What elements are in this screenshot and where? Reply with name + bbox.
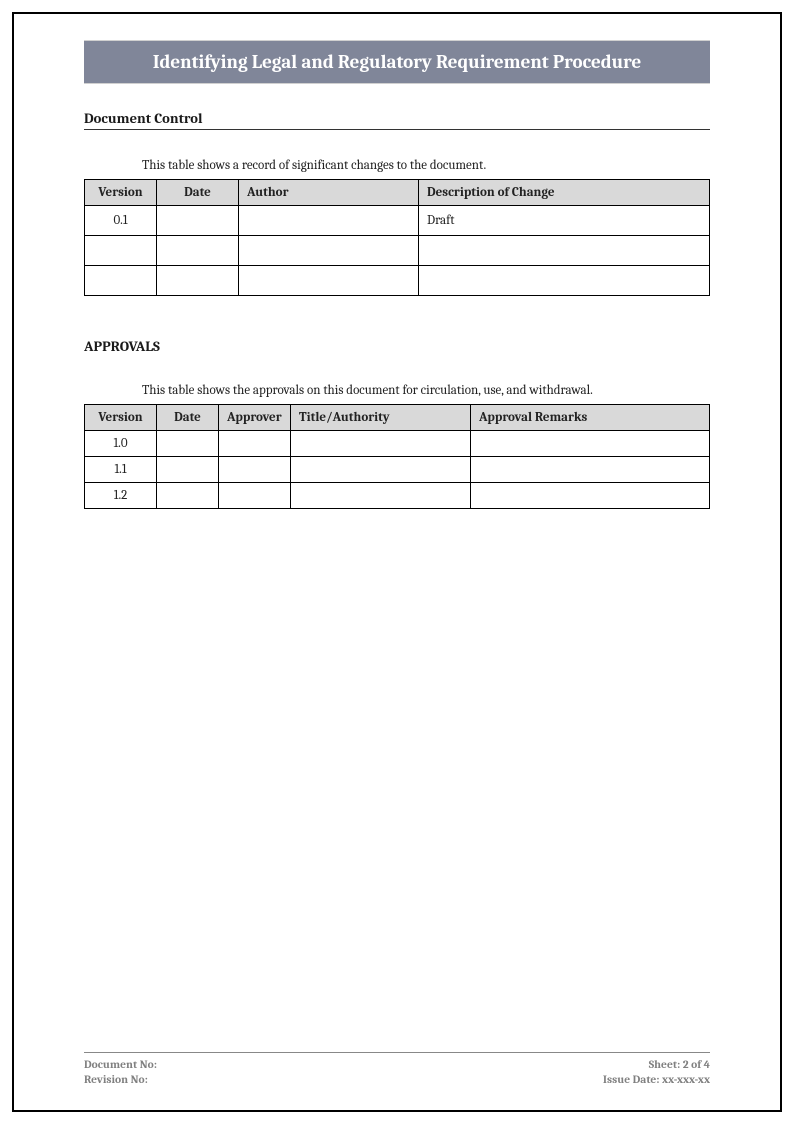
section-heading-approvals: APPROVALS	[84, 338, 710, 355]
col-approver: Approver	[219, 405, 291, 431]
footer-issue-date: Issue Date: xx-xxx-xx	[603, 1072, 710, 1088]
cell-version	[85, 236, 157, 266]
cell-date	[157, 431, 219, 457]
cell-approver	[219, 483, 291, 509]
footer-left: Document No: Revision No:	[84, 1057, 157, 1088]
cell-title	[291, 457, 471, 483]
cell-date	[157, 457, 219, 483]
table-row: 1.0	[85, 431, 710, 457]
col-version: Version	[85, 405, 157, 431]
cell-approver	[219, 431, 291, 457]
col-date: Date	[157, 180, 239, 206]
footer-sheet: Sheet: 2 of 4	[603, 1057, 710, 1073]
cell-date	[157, 206, 239, 236]
page-footer: Document No: Revision No: Sheet: 2 of 4 …	[84, 1052, 710, 1088]
table-header-row: Version Date Author Description of Chang…	[85, 180, 710, 206]
col-version: Version	[85, 180, 157, 206]
table-row	[85, 236, 710, 266]
cell-approver	[219, 457, 291, 483]
cell-title	[291, 431, 471, 457]
doc-no-label: Document No:	[84, 1058, 157, 1071]
approvals-table: Version Date Approver Title/Authority Ap…	[84, 404, 710, 509]
page-content: Identifying Legal and Regulatory Require…	[84, 40, 710, 1064]
cell-author	[239, 206, 419, 236]
cell-version: 0.1	[85, 206, 157, 236]
cell-version: 1.2	[85, 483, 157, 509]
cell-title	[291, 483, 471, 509]
rev-no-label: Revision No:	[84, 1073, 148, 1086]
footer-rev-no: Revision No:	[84, 1072, 157, 1088]
cell-date	[157, 236, 239, 266]
table-row: 0.1 Draft	[85, 206, 710, 236]
col-title-authority: Title/Authority	[291, 405, 471, 431]
cell-description	[419, 236, 710, 266]
col-description: Description of Change	[419, 180, 710, 206]
footer-doc-no: Document No:	[84, 1057, 157, 1073]
cell-remarks	[471, 483, 710, 509]
cell-author	[239, 266, 419, 296]
issue-label: Issue Date:	[603, 1073, 660, 1086]
document-control-caption: This table shows a record of significant…	[142, 158, 710, 173]
sheet-value: 2 of 4	[683, 1058, 710, 1071]
table-row: 1.1	[85, 457, 710, 483]
footer-right: Sheet: 2 of 4 Issue Date: xx-xxx-xx	[603, 1057, 710, 1088]
section-heading-document-control: Document Control	[84, 110, 710, 130]
table-row	[85, 266, 710, 296]
col-date: Date	[157, 405, 219, 431]
approvals-caption: This table shows the approvals on this d…	[142, 383, 710, 398]
col-author: Author	[239, 180, 419, 206]
cell-author	[239, 236, 419, 266]
issue-value: xx-xxx-xx	[662, 1073, 710, 1086]
cell-date	[157, 483, 219, 509]
cell-remarks	[471, 457, 710, 483]
cell-description: Draft	[419, 206, 710, 236]
cell-version	[85, 266, 157, 296]
cell-remarks	[471, 431, 710, 457]
page-title: Identifying Legal and Regulatory Require…	[84, 40, 710, 84]
col-approval-remarks: Approval Remarks	[471, 405, 710, 431]
table-header-row: Version Date Approver Title/Authority Ap…	[85, 405, 710, 431]
document-control-table: Version Date Author Description of Chang…	[84, 179, 710, 296]
sheet-label: Sheet:	[649, 1058, 681, 1071]
cell-version: 1.0	[85, 431, 157, 457]
table-row: 1.2	[85, 483, 710, 509]
cell-date	[157, 266, 239, 296]
cell-version: 1.1	[85, 457, 157, 483]
cell-description	[419, 266, 710, 296]
